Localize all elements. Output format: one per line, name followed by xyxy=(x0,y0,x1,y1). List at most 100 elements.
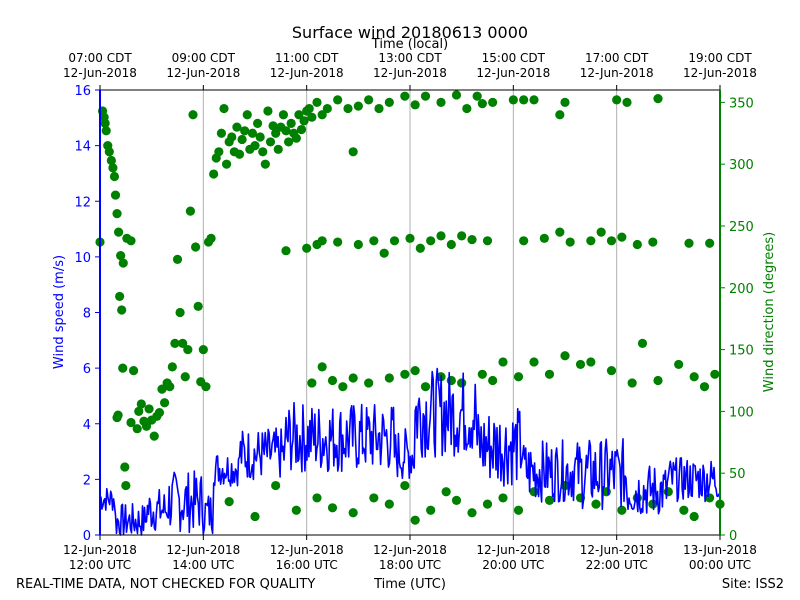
direction-point xyxy=(632,239,642,250)
bottom-tick-date: 12-Jun-2018 xyxy=(166,543,240,557)
bottom-tick-time: 22:00 UTC xyxy=(586,558,648,572)
direction-point xyxy=(457,231,467,241)
direction-point xyxy=(436,97,446,107)
direction-point xyxy=(312,97,322,107)
direction-point xyxy=(405,233,415,243)
direction-point xyxy=(128,365,139,376)
footer-site: Site: ISS2 xyxy=(722,577,784,592)
direction-point xyxy=(307,112,317,122)
direction-point xyxy=(118,363,128,373)
bottom-tick-time: 12:00 UTC xyxy=(69,558,131,572)
direction-point xyxy=(648,237,658,247)
direction-point xyxy=(327,375,338,386)
top-tick-time: 17:00 CDT xyxy=(585,51,649,65)
direction-point xyxy=(291,505,301,515)
direction-point xyxy=(101,126,111,136)
direction-point xyxy=(180,372,190,382)
direction-point xyxy=(436,231,446,241)
direction-point xyxy=(136,399,146,409)
top-tick-date: 12-Jun-2018 xyxy=(63,66,137,80)
direction-point xyxy=(451,90,462,100)
direction-point xyxy=(201,382,211,392)
direction-point xyxy=(415,243,425,253)
direction-point xyxy=(689,511,699,522)
direction-point xyxy=(529,95,539,105)
direction-point xyxy=(420,382,431,392)
direction-point xyxy=(400,480,410,491)
direction-point xyxy=(250,511,260,522)
direction-point xyxy=(348,373,358,383)
direction-point xyxy=(250,141,260,151)
direction-point xyxy=(364,378,374,388)
direction-point xyxy=(410,365,420,376)
left-axis-ticks: 0 2 4 6 8 10 12 14 16 xyxy=(74,84,100,544)
left-tick-label: 6 xyxy=(83,362,91,377)
direction-point xyxy=(446,375,456,386)
direction-point xyxy=(467,234,477,245)
direction-point xyxy=(185,206,196,216)
direction-point xyxy=(513,505,524,515)
direction-point xyxy=(113,410,123,420)
direction-point xyxy=(353,239,363,250)
direction-point xyxy=(110,190,121,200)
direction-point xyxy=(353,101,363,111)
left-tick-label: 8 xyxy=(83,307,91,322)
direction-point xyxy=(118,258,128,268)
direction-point xyxy=(343,103,353,114)
direction-point xyxy=(627,378,637,388)
right-tick-label: 100 xyxy=(729,405,754,420)
direction-point xyxy=(420,91,431,101)
right-tick-label: 350 xyxy=(729,96,754,111)
direction-point xyxy=(446,239,456,250)
direction-point xyxy=(560,97,570,107)
direction-point xyxy=(586,236,596,246)
direction-point xyxy=(477,98,487,109)
speed-line xyxy=(99,367,720,536)
direction-point xyxy=(109,171,120,182)
direction-point xyxy=(299,116,309,126)
direction-point xyxy=(307,378,317,388)
direction-point xyxy=(653,94,663,104)
direction-point xyxy=(268,121,278,131)
direction-point xyxy=(108,163,118,173)
direction-point xyxy=(294,110,304,120)
direction-point xyxy=(157,384,167,394)
direction-point xyxy=(120,462,130,472)
direction-point xyxy=(126,417,136,428)
direction-point xyxy=(317,362,327,372)
direction-point xyxy=(260,159,270,169)
direction-point xyxy=(219,103,229,114)
direction-point xyxy=(338,382,348,392)
top-tick-time: 11:00 CDT xyxy=(275,51,339,65)
direction-point xyxy=(591,499,601,509)
bottom-tick-date: 12-Jun-2018 xyxy=(270,543,344,557)
direction-point xyxy=(327,503,338,513)
bottom-tick-time: 14:00 UTC xyxy=(172,558,234,572)
top-tick-date: 12-Jun-2018 xyxy=(580,66,654,80)
direction-point xyxy=(281,246,291,256)
direction-point xyxy=(190,242,201,252)
direction-point xyxy=(389,236,400,246)
direction-point xyxy=(539,233,549,243)
direction-point xyxy=(560,351,570,361)
top-tick-date: 12-Jun-2018 xyxy=(373,66,447,80)
direction-point xyxy=(565,237,575,247)
left-tick-label: 2 xyxy=(83,473,91,488)
bottom-tick-date: 13-Jun-2018 xyxy=(683,543,757,557)
direction-point xyxy=(606,236,617,246)
direction-point xyxy=(400,91,410,101)
direction-point xyxy=(247,128,258,138)
footer-disclaimer: REAL-TIME DATA, NOT CHECKED FOR QUALITY xyxy=(16,577,315,592)
direction-point xyxy=(451,495,462,505)
direction-point xyxy=(159,398,170,408)
direction-point xyxy=(240,126,250,136)
left-axis-label: Wind speed (m/s) xyxy=(52,255,67,369)
right-tick-label: 300 xyxy=(729,158,754,173)
bottom-tick-time: 18:00 UTC xyxy=(379,558,441,572)
direction-point xyxy=(348,508,358,518)
right-tick-label: 150 xyxy=(729,344,754,359)
bottom-tick-date: 12-Jun-2018 xyxy=(476,543,550,557)
direction-point xyxy=(555,227,565,237)
direction-point xyxy=(149,431,159,441)
